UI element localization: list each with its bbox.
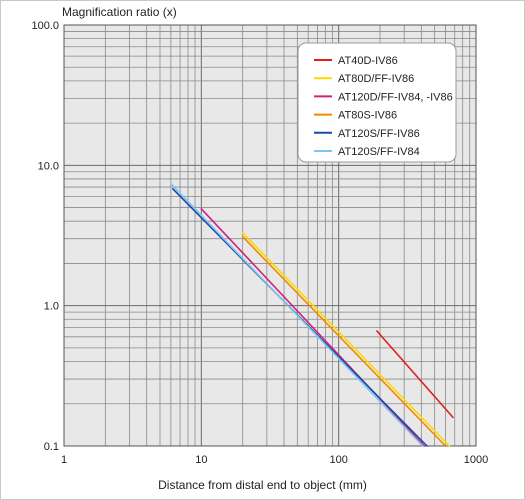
x-tick-label: 1 [61,454,67,466]
legend-box [297,42,457,163]
y-tick-label: 100.0 [31,20,59,32]
legend-label: AT40D-IV86 [338,55,398,67]
y-tick-label: 1.0 [44,301,59,313]
series-line-at120s-ff-iv84 [170,182,424,447]
series-line-at80s-iv86 [241,235,447,447]
legend-label: AT120S/FF-IV84 [338,146,420,158]
tick-labels: 1 10 100 1000 100.0 10.0 1.0 0.1 [31,20,488,466]
legend: AT40D-IV86 AT80D/FF-IV86 AT120D/FF-IV84, -… [297,42,457,163]
y-axis-label: Magnification ratio (x) [62,5,177,19]
x-axis-label: Distance from distal end to object (mm) [158,478,367,492]
y-tick-label: 0.1 [44,441,59,453]
y-tick-label: 10.0 [38,160,59,172]
x-tick-label: 100 [329,454,347,466]
series-line-at40d-iv86 [376,330,454,419]
x-tick-label: 10 [195,454,207,466]
legend-label: AT120S/FF-IV86 [338,128,420,140]
legend-label: AT80S-IV86 [338,110,397,122]
legend-label: AT120D/FF-IV84, -IV86 [338,91,453,103]
series-line-at80d-ff-iv86 [241,232,451,447]
plot-border [63,24,477,447]
series-lines [170,182,454,447]
legend-label: AT80D/FF-IV86 [338,73,414,85]
grid-lines [63,24,477,447]
x-tick-label: 1000 [464,454,488,466]
